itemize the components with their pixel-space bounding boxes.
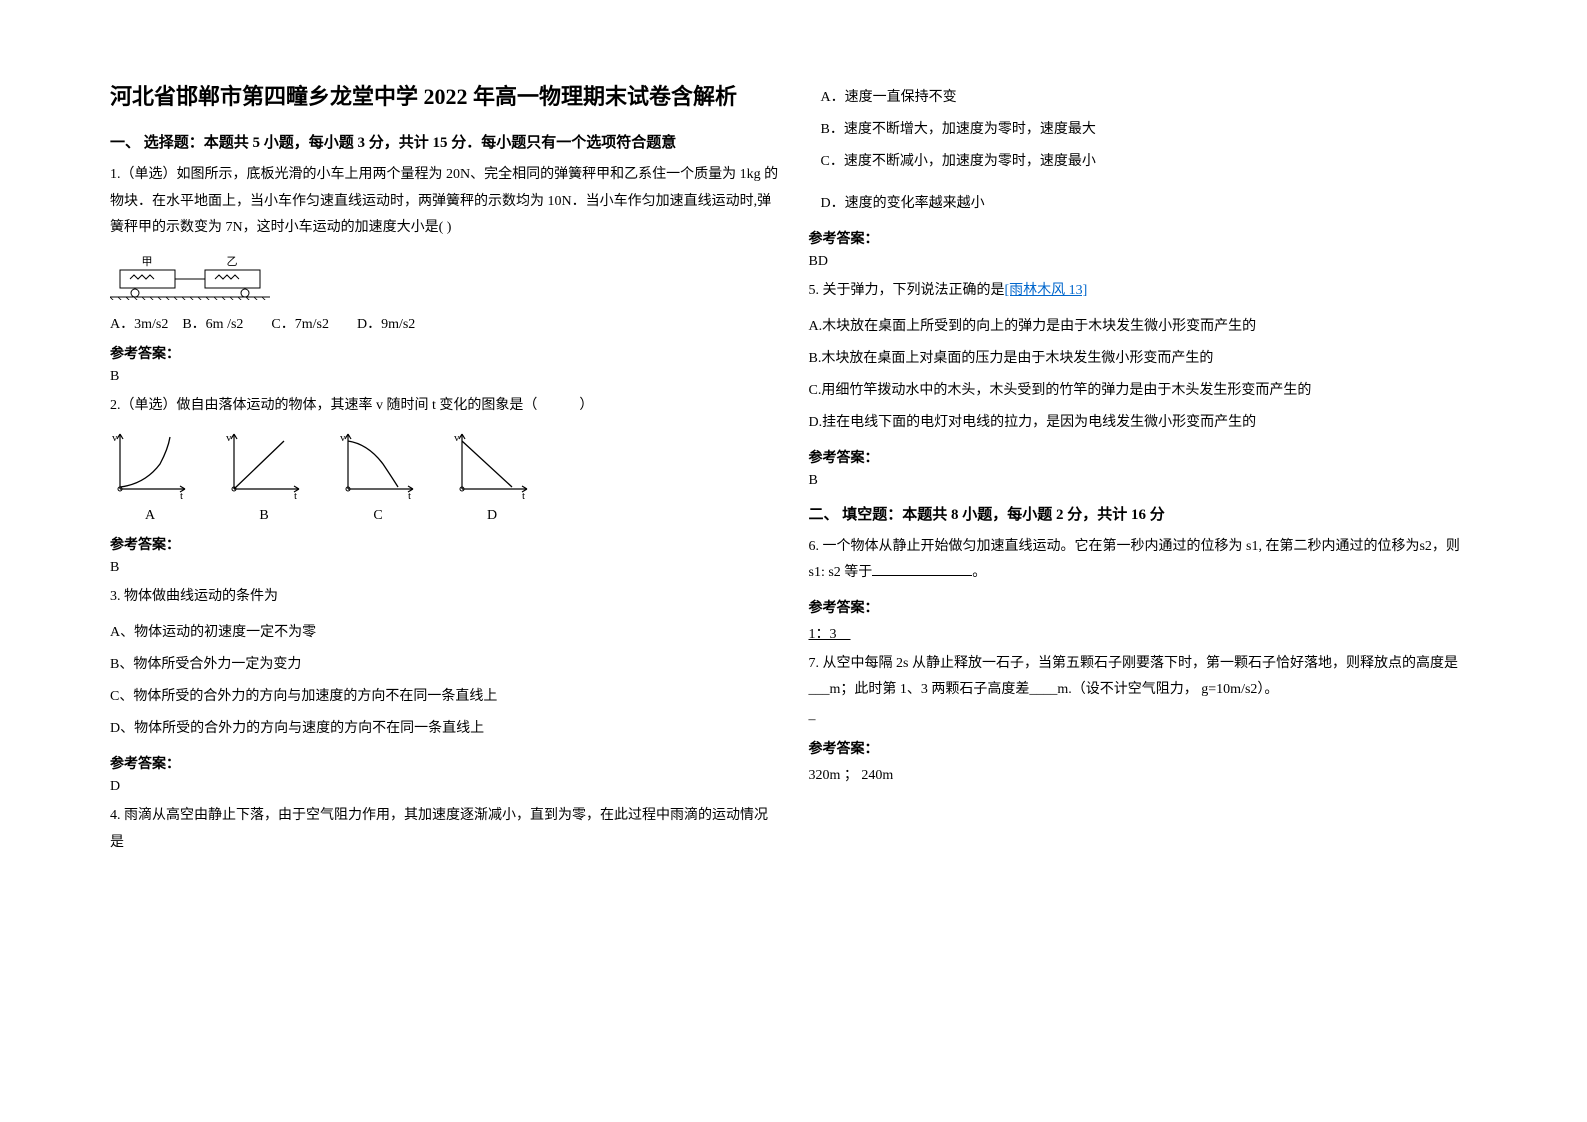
- question-4-text: 4. 雨滴从高空由静止下落，由于空气阻力作用，其加速度逐渐减小，直到为零，在此过…: [110, 803, 779, 856]
- svg-text:v: v: [340, 432, 346, 444]
- question-3-option-c: C、物体所受的合外力的方向与加速度的方向不在同一条直线上: [110, 683, 779, 711]
- graph-d: v t D: [452, 429, 532, 524]
- question-5-answer: B: [809, 473, 1478, 489]
- question-6-text: 6. 一个物体从静止开始做匀加速直线运动。它在第一秒内通过的位移为 s1, 在第…: [809, 534, 1478, 587]
- svg-text:t: t: [522, 490, 525, 499]
- question-2-answer: B: [110, 560, 779, 576]
- question-3-answer: D: [110, 779, 779, 795]
- graph-c-label: C: [338, 508, 418, 524]
- question-4-option-b: B．速度不断增大，加速度为零时，速度最大: [821, 116, 1478, 144]
- question-6-answer-label: 参考答案：: [809, 597, 1478, 617]
- question-3-option-d: D、物体所受的合外力的方向与速度的方向不在同一条直线上: [110, 715, 779, 743]
- left-column: 河北省邯郸市第四疃乡龙堂中学 2022 年高一物理期末试卷含解析 一、 选择题：…: [95, 80, 794, 1042]
- question-1-figure: 甲 乙: [110, 250, 779, 305]
- graph-a-label: A: [110, 508, 190, 524]
- svg-text:v: v: [454, 432, 460, 444]
- question-2-answer-label: 参考答案：: [110, 534, 779, 554]
- question-3-option-b: B、物体所受合外力一定为变力: [110, 651, 779, 679]
- section-1-header: 一、 选择题：本题共 5 小题，每小题 3 分，共计 15 分．每小题只有一个选…: [110, 131, 779, 152]
- question-3-text: 3. 物体做曲线运动的条件为: [110, 584, 779, 611]
- question-5-option-b: B.木块放在桌面上对桌面的压力是由于木块发生微小形变而产生的: [809, 345, 1478, 373]
- svg-text:t: t: [180, 490, 183, 499]
- question-4-answer-label: 参考答案：: [809, 228, 1478, 248]
- svg-text:v: v: [112, 432, 118, 444]
- question-1-answer-label: 参考答案：: [110, 343, 779, 363]
- question-1-options: A．3m/s2 B．6m /s2 C．7m/s2 D．9m/s2: [110, 313, 779, 333]
- graph-b-label: B: [224, 508, 304, 524]
- question-4-option-d: D．速度的变化率越来越小: [821, 190, 1478, 218]
- question-2-graphs: v t A v t B: [110, 429, 779, 524]
- question-5-option-a: A.木块放在桌面上所受到的向上的弹力是由于木块发生微小形变而产生的: [809, 313, 1478, 341]
- graph-d-label: D: [452, 508, 532, 524]
- question-5-option-d: D.挂在电线下面的电灯对电线的拉力，是因为电线发生微小形变而产生的: [809, 409, 1478, 437]
- question-6-suffix: 。: [972, 565, 986, 580]
- question-6-answer: 1：3: [809, 623, 1478, 643]
- question-3-answer-label: 参考答案：: [110, 753, 779, 773]
- question-4-option-a: A．速度一直保持不变: [821, 84, 1478, 112]
- question-2-text: 2.（单选）做自由落体运动的物体，其速率 v 随时间 t 变化的图象是（ ）: [110, 393, 779, 420]
- graph-a: v t A: [110, 429, 190, 524]
- svg-text:t: t: [408, 490, 411, 499]
- graph-c: v t C: [338, 429, 418, 524]
- question-7-answer: 320m ； 240m: [809, 764, 1478, 784]
- question-7-text: 7. 从空中每隔 2s 从静止释放一石子，当第五颗石子刚要落下时，第一颗石子恰好…: [809, 651, 1478, 704]
- svg-text:乙: 乙: [227, 255, 238, 268]
- question-5-answer-label: 参考答案：: [809, 447, 1478, 467]
- question-7-answer-label: 参考答案：: [809, 738, 1478, 758]
- svg-text:甲: 甲: [142, 256, 153, 268]
- question-5-option-c: C.用细竹竿拨动水中的木头，木头受到的竹竿的弹力是由于木头发生形变而产生的: [809, 377, 1478, 405]
- svg-text:v: v: [226, 432, 232, 444]
- question-7-dash: –: [809, 712, 1478, 728]
- section-2-header: 二、 填空题：本题共 8 小题，每小题 2 分，共计 16 分: [809, 503, 1478, 524]
- question-3-option-a: A、物体运动的初速度一定不为零: [110, 619, 779, 647]
- question-4-option-c: C．速度不断减小，加速度为零时，速度最小: [821, 148, 1478, 176]
- question-6-blank: [872, 560, 972, 576]
- question-5-link[interactable]: [雨林木风 13]: [1005, 283, 1088, 298]
- exam-title: 河北省邯郸市第四疃乡龙堂中学 2022 年高一物理期末试卷含解析: [110, 80, 779, 113]
- question-4-answer: BD: [809, 254, 1478, 270]
- question-1-text: 1.（单选）如图所示，底板光滑的小车上用两个量程为 20N、完全相同的弹簧秤甲和…: [110, 162, 779, 242]
- svg-text:t: t: [294, 490, 297, 499]
- right-column: A．速度一直保持不变 B．速度不断增大，加速度为零时，速度最大 C．速度不断减小…: [794, 80, 1493, 1042]
- question-5-text: 5. 关于弹力，下列说法正确的是[雨林木风 13]: [809, 278, 1478, 305]
- question-1-answer: B: [110, 369, 779, 385]
- question-5-prefix: 5. 关于弹力，下列说法正确的是: [809, 283, 1005, 298]
- graph-b: v t B: [224, 429, 304, 524]
